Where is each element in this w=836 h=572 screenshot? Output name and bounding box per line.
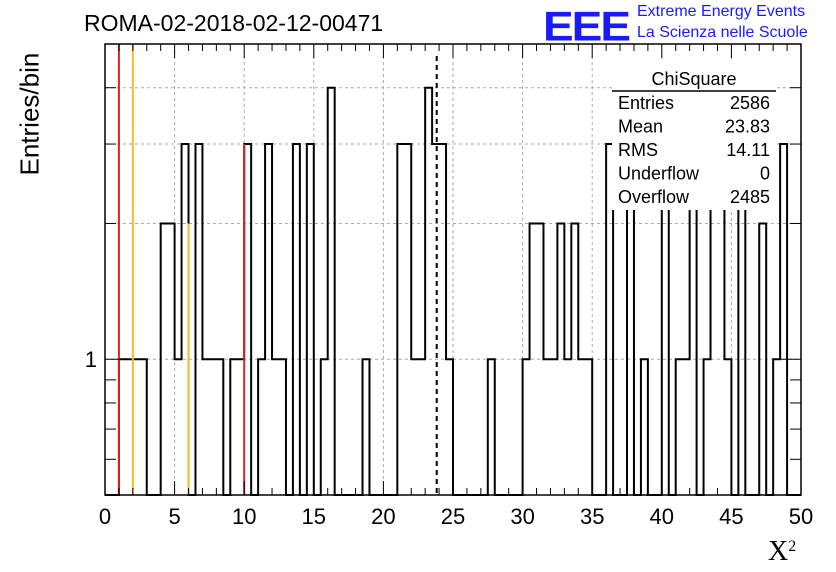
y-tick-label: 1 [85,347,97,372]
histogram-bin [578,359,585,495]
histogram-bin [683,359,690,495]
histogram-bin [397,144,404,495]
histogram-bin [307,144,314,495]
stats-row-label: RMS [618,140,658,160]
stats-row-value: 2485 [730,187,770,207]
histogram-bin [195,144,202,495]
stats-box-title: ChiSquare [651,69,736,89]
chart-title: ROMA-02-2018-02-12-00471 [84,10,384,36]
x-tick-label: 35 [580,504,604,529]
x-tick-label: 40 [650,504,674,529]
histogram-bin [724,359,731,495]
histogram-bin [230,359,237,495]
histogram-bin [432,144,439,495]
histogram-bin [272,359,279,495]
histogram-bin [363,359,370,495]
x-tick-label: 50 [789,504,813,529]
histogram-bin [216,359,223,495]
stats-row-label: Mean [618,117,663,137]
stats-row-value: 2586 [730,93,770,113]
histogram-bin [126,359,133,495]
stats-row-label: Underflow [618,164,700,184]
x-axis-label: X2 [768,536,796,568]
x-tick-label: 30 [510,504,534,529]
histogram-bin [140,359,147,495]
x-tick-label: 15 [302,504,326,529]
histogram-bin [168,223,175,495]
histogram-bin [265,144,272,495]
stats-row-value: 14.11 [726,140,770,160]
histogram-bin [182,144,189,495]
x-tick-label: 10 [232,504,256,529]
histogram-bin [488,359,495,495]
histogram-bin [418,359,425,495]
histogram-bin [209,359,216,495]
x-tick-label: 0 [99,504,111,529]
histogram-bin [557,223,564,495]
stats-row-label: Overflow [618,187,690,207]
histogram-bin [439,144,446,495]
stats-row-value: 23.83 [725,117,770,137]
histogram-bin [537,223,544,495]
histogram-bin [133,359,140,495]
histogram-bin [202,359,209,495]
histogram-bin [175,359,182,495]
histogram-bin [543,359,550,495]
histogram-bin [328,88,335,495]
logo-subtitle-1: Extreme Energy Events [637,3,806,20]
stats-row-label: Entries [618,93,674,113]
histogram-bin [564,359,571,495]
histogram-bin [641,359,648,495]
histogram-bin [780,144,787,495]
x-tick-label: 20 [371,504,395,529]
histogram-bin [425,88,432,495]
stats-box [612,62,776,210]
histogram-bin [446,359,453,495]
x-tick-label: 45 [719,504,743,529]
histogram-bin [258,359,265,495]
histogram-bin [759,223,766,495]
histogram-bin [530,223,537,495]
histogram-bin [279,359,286,495]
histogram-bin [704,359,711,495]
histogram-bin [585,359,592,495]
x-tick-label: 25 [441,504,465,529]
stats-row-value: 0 [760,164,770,184]
histogram-bin [404,144,411,495]
histogram-bin [550,359,557,495]
histogram-bin [244,144,251,495]
x-axis-label-main: X [768,536,789,567]
histogram-bin [237,359,244,495]
x-tick-label: 5 [168,504,180,529]
histogram-bin [411,359,418,495]
histogram-bin [773,359,780,495]
histogram-bin [161,223,168,495]
eee-logo: EEE [543,2,631,50]
histogram-bin [119,359,126,495]
histogram-bin [676,359,683,495]
histogram-bin [293,144,300,495]
logo-subtitle-2: La Scienza nelle Scuole [637,24,808,41]
histogram-bin [321,359,328,495]
x-axis-label-sup: 2 [788,538,797,555]
histogram-bin [571,223,578,495]
histogram-bin [523,359,530,495]
